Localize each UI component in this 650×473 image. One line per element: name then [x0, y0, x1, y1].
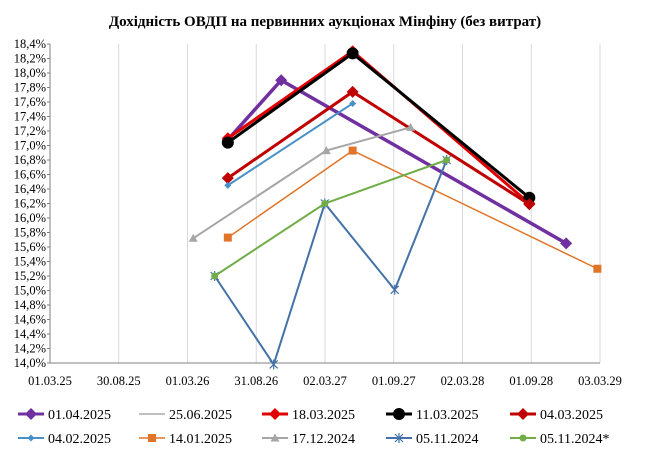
- legend-marker: [519, 434, 527, 442]
- y-tick-label: 16,2%: [14, 197, 46, 211]
- legend: 01.04.2025 25.06.2025 18.03.2025 11.03.2025…: [18, 408, 609, 447]
- legend-label: 04.03.2025: [540, 408, 603, 423]
- legend-marker: [394, 433, 404, 443]
- x-tick-label: 01.03.25: [28, 374, 72, 388]
- legend-item: 18.03.2025: [262, 408, 355, 423]
- data-point: [349, 99, 357, 107]
- y-tick-label: 17,0%: [14, 139, 46, 153]
- x-tick-label: 01.09.27: [372, 374, 416, 388]
- series-7: [188, 122, 416, 242]
- y-tick-label: 16,4%: [14, 182, 46, 196]
- legend-label: 05.11.2024: [416, 432, 478, 447]
- legend-item: 17.12.2024: [262, 432, 355, 447]
- legend-label: 18.03.2025: [292, 408, 355, 423]
- data-point: [224, 181, 232, 189]
- y-tick-label: 14,2%: [14, 342, 46, 356]
- y-tick-label: 14,0%: [14, 356, 46, 370]
- data-point: [406, 122, 416, 131]
- y-tick-label: 15,6%: [14, 240, 46, 254]
- series-line: [214, 159, 447, 277]
- legend-item: 25.06.2025: [139, 408, 232, 423]
- y-tick-label: 16,6%: [14, 168, 46, 182]
- series-group: [188, 45, 602, 370]
- series-line: [227, 149, 598, 270]
- series-3: [221, 47, 536, 204]
- data-point: [593, 264, 602, 273]
- legend-label: 14.01.2025: [169, 432, 232, 447]
- series-line: [213, 159, 448, 367]
- series-5: [224, 99, 357, 189]
- legend-label: 11.03.2025: [416, 408, 478, 423]
- data-point: [188, 233, 198, 242]
- data-point: [223, 233, 232, 242]
- data-point: [211, 272, 219, 280]
- x-axis-ticks: 01.03.25 30.08.25 01.03.26 31.08.26 02.03.27…: [28, 374, 622, 388]
- y-tick-label: 17,6%: [14, 95, 46, 109]
- data-point: [346, 85, 359, 98]
- data-point: [275, 74, 288, 87]
- legend-marker: [27, 434, 35, 442]
- series-line: [227, 102, 354, 187]
- y-tick-label: 16,8%: [14, 153, 46, 167]
- y-tick-label: 18,2%: [14, 52, 46, 66]
- legend-marker: [517, 408, 529, 420]
- y-tick-label: 15,0%: [14, 284, 46, 298]
- x-tick-label: 30.08.25: [97, 374, 141, 388]
- legend-label: 04.02.2025: [48, 432, 111, 447]
- data-point: [346, 47, 359, 60]
- data-point: [443, 156, 451, 164]
- legend-label: 05.11.2024*: [540, 432, 609, 447]
- legend-item: 04.03.2025: [510, 408, 603, 423]
- data-point: [321, 200, 329, 207]
- y-tick-label: 14,8%: [14, 298, 46, 312]
- legend-marker: [270, 433, 280, 442]
- y-tick-label: 14,6%: [14, 313, 46, 327]
- y-tick-label: 18,0%: [14, 66, 46, 80]
- legend-marker: [148, 434, 156, 442]
- legend-label: 25.06.2025: [169, 408, 232, 423]
- data-point: [348, 146, 357, 155]
- legend-item: 04.02.2025: [18, 432, 111, 447]
- data-point: [560, 237, 573, 250]
- y-tick-label: 17,4%: [14, 110, 46, 124]
- data-point: [221, 136, 234, 149]
- data-point: [523, 198, 536, 211]
- y-tick-label: 15,2%: [14, 269, 46, 283]
- y-tick-label: 14,4%: [14, 327, 46, 341]
- y-tick-label: 17,2%: [14, 124, 46, 138]
- y-tick-label: 18,4%: [14, 37, 46, 51]
- x-tick-label: 31.08.26: [234, 374, 278, 388]
- legend-item: 14.01.2025: [139, 432, 232, 447]
- y-tick-label: 16,0%: [14, 211, 46, 225]
- data-point: [390, 284, 400, 295]
- series-9: [211, 156, 451, 280]
- series-6: [223, 146, 602, 273]
- legend-label: 01.04.2025: [48, 408, 111, 423]
- legend-item: 05.11.2024: [386, 432, 478, 447]
- legend-label: 17.12.2024: [292, 432, 355, 447]
- y-tick-label: 15,8%: [14, 226, 46, 240]
- legend-marker: [25, 408, 37, 420]
- x-tick-label: 01.03.26: [166, 374, 210, 388]
- x-tick-label: 02.03.27: [303, 374, 347, 388]
- data-point: [269, 359, 279, 370]
- x-tick-label: 01.09.28: [509, 374, 553, 388]
- legend-item: 01.04.2025: [18, 408, 111, 423]
- series-0: [221, 74, 573, 250]
- x-tick-label: 02.03.28: [441, 374, 485, 388]
- legend-item: 11.03.2025: [386, 408, 478, 423]
- series-8: [210, 155, 452, 370]
- x-tick-label: 03.03.29: [578, 374, 622, 388]
- chart-title: Дохідність ОВДП на первинних аукціонах М…: [109, 14, 541, 30]
- legend-marker: [269, 408, 281, 420]
- legend-marker: [393, 408, 405, 420]
- data-point: [221, 172, 234, 185]
- data-point: [321, 146, 331, 155]
- legend-item: 05.11.2024*: [510, 432, 609, 447]
- y-tick-label: 15,4%: [14, 255, 46, 269]
- y-tick-label: 17,8%: [14, 81, 46, 95]
- y-axis-ticks: 14,0%14,2%14,4%14,6%14,8%15,0%15,2%15,4%…: [14, 37, 50, 370]
- series-4: [221, 85, 536, 211]
